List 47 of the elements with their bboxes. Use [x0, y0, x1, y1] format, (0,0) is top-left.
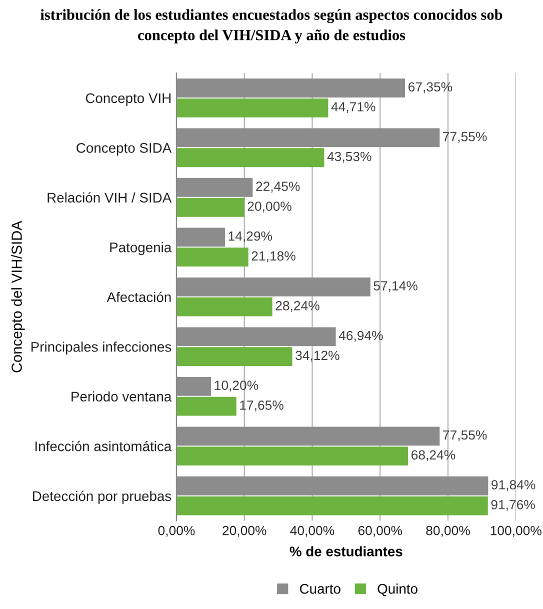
data-label: 67,35%	[408, 82, 452, 94]
data-label: 91,84%	[492, 480, 536, 491]
x-tick-label: 100,00%	[490, 526, 542, 537]
x-tick-label: 40,00%	[290, 526, 334, 537]
bar	[176, 446, 408, 466]
data-label: 77,55%	[443, 430, 487, 442]
data-label: 20,00%	[248, 202, 292, 212]
bar	[176, 297, 272, 316]
x-tick-label: 60,00%	[358, 526, 402, 537]
legend-label: Cuarto	[300, 584, 340, 594]
x-axis-title: % de estudiantes	[290, 546, 402, 556]
bar	[176, 148, 324, 168]
y-tick-label: Detección por pruebas	[33, 490, 172, 504]
x-tick-label: 80,00%	[426, 526, 470, 537]
data-label: 21,18%	[252, 251, 296, 262]
y-tick-label: Concepto SIDA	[76, 143, 172, 156]
bar	[176, 347, 292, 366]
data-label: 46,94%	[338, 330, 383, 342]
data-label: 22,45%	[256, 182, 300, 193]
data-label: 43,53%	[327, 152, 372, 163]
chart-title: istribución de los estudiantes encuestados según aspectos conocidos sob concepto del VIH/SIDA y año de estudios	[40, 9, 502, 44]
data-label: 77,55%	[443, 132, 487, 143]
y-tick-label: Patogenia	[110, 242, 172, 256]
data-label: 10,20%	[214, 380, 258, 392]
y-tick-label: Periodo ventana	[72, 391, 172, 402]
data-label: 91,76%	[491, 500, 535, 511]
y-tick-label: Afectación	[106, 292, 171, 302]
data-label: 57,14%	[374, 281, 418, 292]
data-label: 17,65%	[240, 400, 284, 412]
y-tick-label: Infección asintomática	[35, 440, 172, 452]
data-label: 68,24%	[412, 450, 456, 462]
data-label: 14,29%	[228, 231, 272, 242]
bar	[176, 248, 248, 267]
x-tick-label: 0,00%	[158, 526, 195, 537]
y-tick-label: Principales infecciones	[31, 342, 172, 355]
legend-label: Quinto	[378, 584, 418, 596]
data-label: 34,12%	[296, 350, 340, 362]
y-axis-title: Concepto del VIH/SIDA	[11, 220, 25, 372]
x-tick-label: 20,00%	[222, 526, 266, 537]
bar	[176, 98, 328, 118]
y-tick-label: Relación VIH / SIDA	[48, 192, 172, 203]
data-label: 28,24%	[276, 301, 320, 312]
y-tick-label: Concepto VIH	[86, 93, 170, 106]
bar	[176, 396, 236, 416]
data-label: 44,71%	[331, 102, 376, 113]
bar	[176, 198, 244, 217]
bar	[176, 496, 488, 516]
